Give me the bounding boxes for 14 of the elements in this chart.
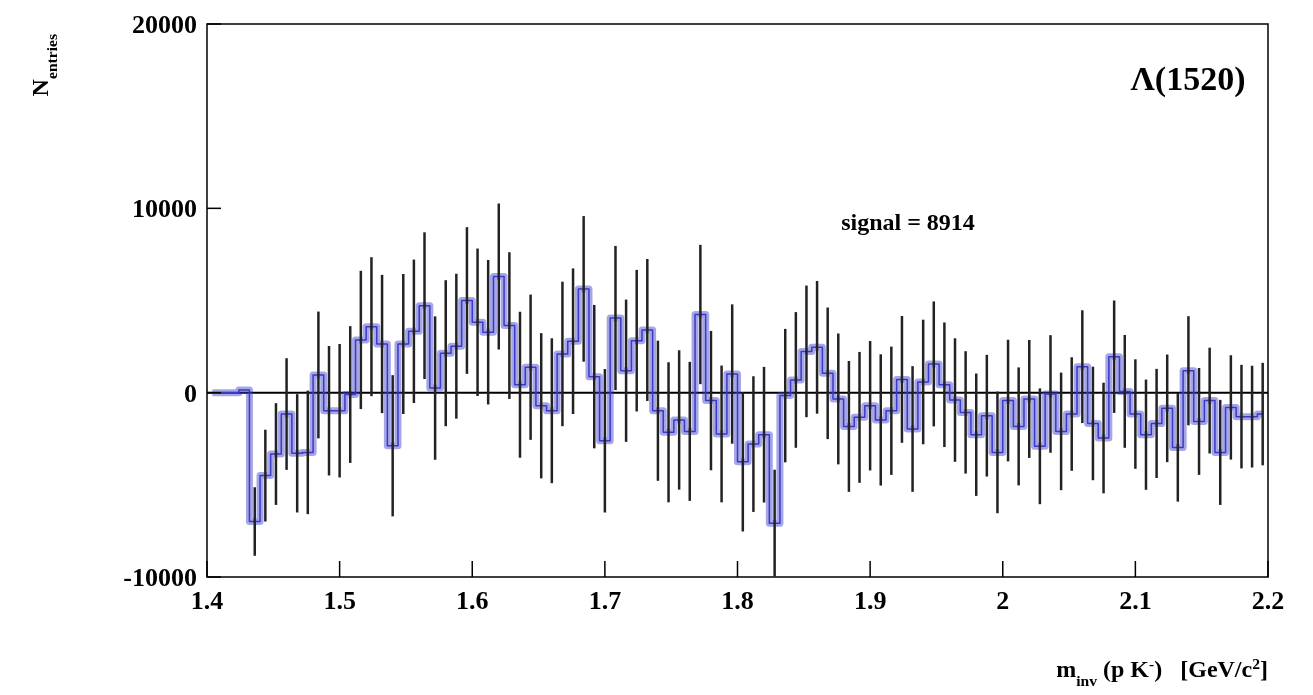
x-tick-label: 2.2 [1251, 586, 1285, 615]
x-tick-label: 1.5 [323, 586, 356, 615]
x-tick-label: 1.6 [456, 586, 489, 615]
y-tick-label: 0 [184, 378, 197, 408]
annotation: signal = 8914 [841, 209, 975, 235]
y-tick-label: 20000 [132, 10, 197, 40]
y-tick-label: 10000 [132, 194, 197, 224]
x-tick-label: 2 [996, 586, 1010, 615]
annotation: Λ(1520) [1130, 60, 1246, 98]
x-tick-label: 2.1 [1119, 586, 1152, 615]
x-tick-label: 1.9 [853, 586, 887, 615]
x-tick-label: 1.8 [721, 586, 754, 615]
x-axis-title: m$_{inv}$ (p K$^{-}$) [GeV/c$^{2}$] [1056, 654, 1268, 689]
x-tick-label: 1.7 [588, 586, 622, 615]
